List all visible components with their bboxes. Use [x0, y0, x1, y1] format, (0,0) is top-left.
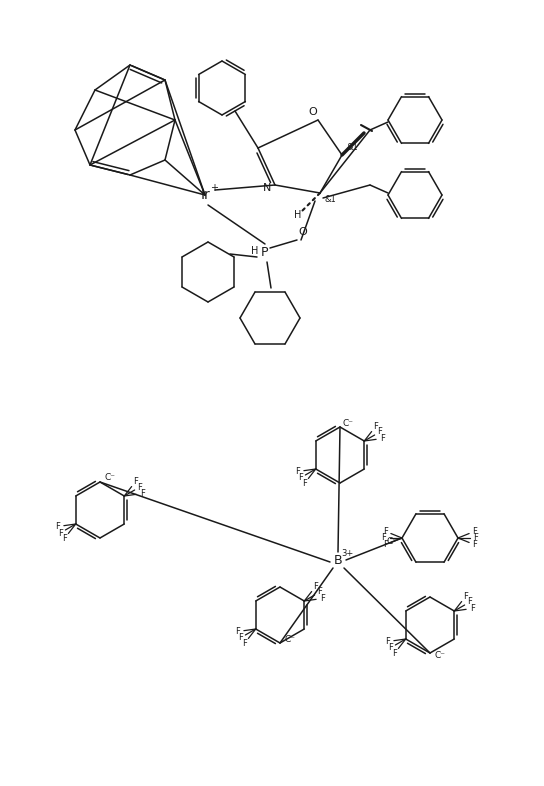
Text: F: F	[55, 522, 60, 531]
Text: F: F	[133, 477, 138, 487]
Text: 3+: 3+	[341, 549, 353, 557]
Text: F: F	[298, 473, 302, 483]
Text: H: H	[294, 210, 302, 220]
Text: F: F	[388, 644, 393, 652]
Text: B: B	[333, 553, 342, 567]
Text: F: F	[383, 527, 388, 536]
Text: F: F	[383, 540, 388, 549]
Text: &1: &1	[346, 142, 358, 152]
Text: F: F	[474, 534, 478, 542]
Text: F: F	[472, 527, 477, 536]
Text: F: F	[302, 479, 307, 487]
Text: F: F	[58, 528, 63, 538]
Text: &1: &1	[324, 194, 336, 204]
Text: F: F	[140, 489, 145, 498]
Text: C⁻: C⁻	[386, 538, 398, 546]
Text: F: F	[138, 483, 143, 491]
Text: O: O	[299, 227, 307, 237]
Text: P: P	[261, 245, 269, 259]
Text: F: F	[463, 593, 468, 601]
Text: F: F	[467, 597, 472, 607]
Text: F: F	[472, 540, 477, 549]
Text: F: F	[380, 434, 385, 443]
Text: N: N	[263, 183, 271, 193]
Text: Ir: Ir	[200, 188, 210, 202]
Text: F: F	[242, 639, 247, 648]
Text: F: F	[317, 587, 322, 597]
Text: F: F	[392, 648, 397, 658]
Text: O: O	[308, 107, 317, 117]
Text: H: H	[251, 246, 259, 256]
Text: F: F	[236, 627, 240, 636]
Text: F: F	[238, 634, 243, 642]
Text: C⁻: C⁻	[285, 636, 295, 645]
Text: F: F	[320, 594, 325, 603]
Text: F: F	[381, 534, 386, 542]
Text: C⁻: C⁻	[435, 652, 446, 660]
Text: +: +	[210, 183, 218, 193]
Text: F: F	[62, 534, 67, 542]
Text: C⁻: C⁻	[104, 473, 115, 483]
Text: F: F	[313, 582, 318, 591]
Text: F: F	[378, 428, 382, 436]
Text: F: F	[469, 604, 474, 613]
Text: F: F	[295, 467, 300, 476]
Text: C⁻: C⁻	[343, 420, 354, 428]
Text: F: F	[373, 422, 378, 432]
Text: F: F	[386, 637, 391, 646]
